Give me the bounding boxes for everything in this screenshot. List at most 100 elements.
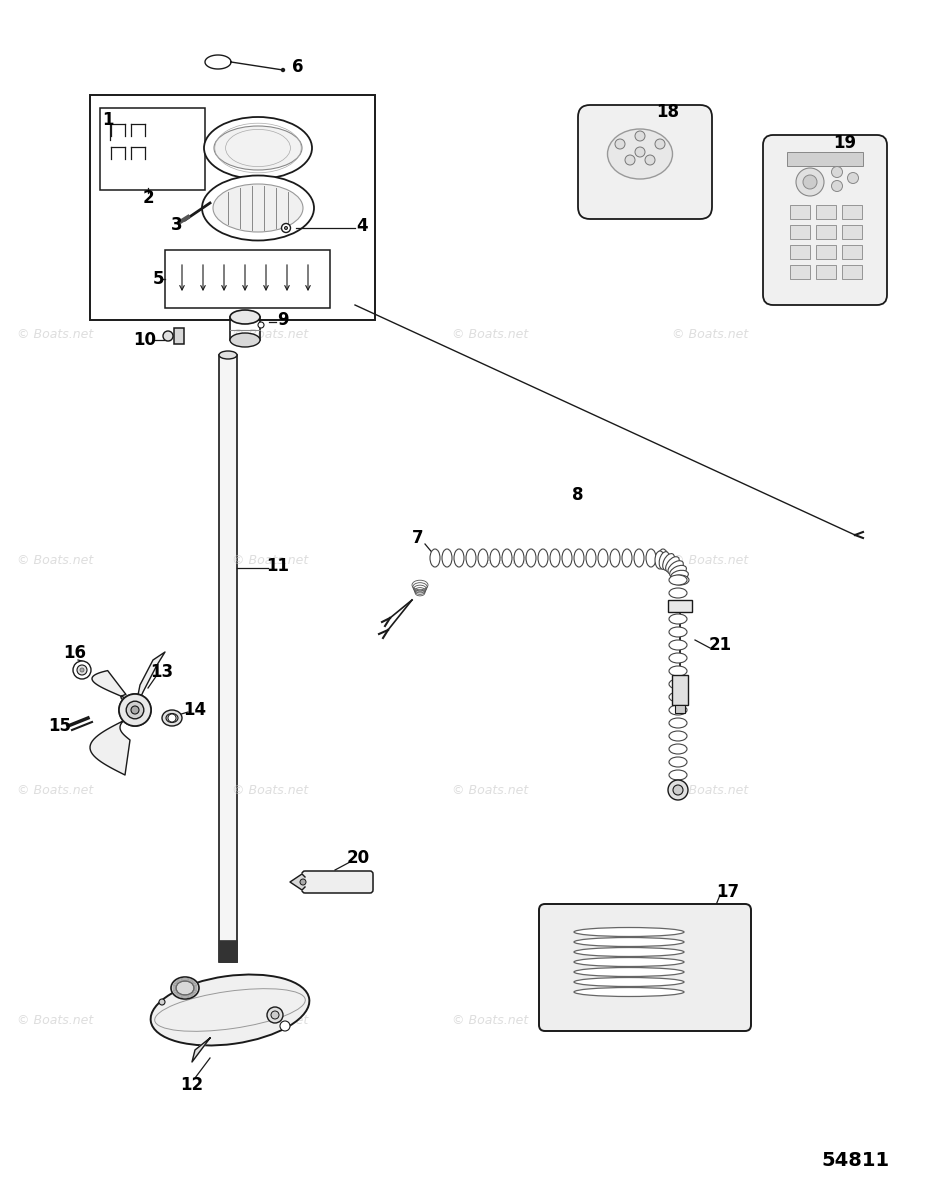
Bar (815, 265, 835, 279)
Text: © Boats.net: © Boats.net (451, 783, 528, 796)
Bar (815, 245, 835, 259)
Ellipse shape (573, 967, 683, 977)
Polygon shape (135, 652, 165, 710)
Text: 8: 8 (572, 485, 583, 504)
Text: 2: 2 (142, 189, 154, 207)
Circle shape (281, 69, 284, 71)
Circle shape (281, 223, 290, 233)
Ellipse shape (573, 958, 683, 966)
Ellipse shape (621, 550, 632, 567)
Ellipse shape (654, 551, 665, 569)
Ellipse shape (161, 710, 182, 726)
Circle shape (267, 1007, 282, 1023)
Circle shape (634, 131, 645, 141)
Bar (815, 205, 835, 218)
Bar (815, 226, 835, 239)
Ellipse shape (669, 565, 685, 577)
Bar (671, 675, 687, 705)
Text: © Boats.net: © Boats.net (17, 1014, 93, 1027)
Bar (789, 226, 809, 239)
Text: 54811: 54811 (821, 1150, 889, 1169)
Circle shape (168, 715, 176, 722)
Circle shape (76, 665, 87, 675)
Text: © Boats.net: © Boats.net (671, 553, 748, 566)
Ellipse shape (573, 550, 583, 567)
Circle shape (258, 322, 263, 328)
Ellipse shape (667, 560, 683, 575)
Circle shape (645, 155, 654, 165)
Ellipse shape (585, 550, 596, 567)
Text: © Boats.net: © Boats.net (17, 329, 93, 342)
Ellipse shape (176, 980, 194, 995)
FancyBboxPatch shape (538, 904, 750, 1032)
Ellipse shape (150, 975, 309, 1046)
Ellipse shape (668, 627, 686, 637)
Ellipse shape (430, 550, 440, 567)
Text: 3: 3 (171, 216, 182, 234)
Text: 6: 6 (292, 58, 303, 76)
FancyBboxPatch shape (762, 135, 886, 305)
Text: © Boats.net: © Boats.net (671, 1014, 748, 1027)
Text: © Boats.net: © Boats.net (671, 783, 748, 796)
Bar (219, 355, 237, 961)
Ellipse shape (668, 601, 686, 611)
Circle shape (802, 174, 817, 189)
Ellipse shape (668, 731, 686, 741)
Ellipse shape (665, 557, 679, 572)
Text: 15: 15 (48, 717, 72, 735)
Ellipse shape (219, 351, 237, 358)
Ellipse shape (668, 679, 686, 688)
Ellipse shape (668, 692, 686, 702)
Text: © Boats.net: © Boats.net (451, 553, 528, 566)
Ellipse shape (633, 550, 643, 567)
Ellipse shape (607, 129, 672, 179)
Circle shape (831, 180, 842, 191)
Ellipse shape (453, 550, 464, 567)
Ellipse shape (573, 947, 683, 957)
Text: 4: 4 (356, 217, 367, 235)
Text: 7: 7 (412, 529, 423, 547)
Ellipse shape (213, 126, 302, 170)
Bar (841, 265, 861, 279)
Polygon shape (90, 715, 130, 775)
Text: 21: 21 (708, 636, 731, 654)
Text: © Boats.net: © Boats.net (451, 1014, 528, 1027)
Ellipse shape (646, 550, 655, 567)
Polygon shape (192, 1037, 210, 1062)
Ellipse shape (670, 570, 687, 580)
Text: 12: 12 (180, 1075, 203, 1094)
Circle shape (654, 139, 665, 150)
Ellipse shape (668, 757, 686, 767)
Circle shape (299, 880, 306, 886)
FancyBboxPatch shape (302, 871, 373, 893)
Bar (789, 245, 809, 259)
Ellipse shape (526, 550, 535, 567)
Circle shape (667, 780, 687, 800)
Circle shape (831, 166, 842, 178)
Circle shape (279, 1021, 290, 1032)
Circle shape (126, 702, 143, 719)
Ellipse shape (573, 938, 683, 946)
Ellipse shape (229, 334, 260, 347)
Circle shape (131, 706, 139, 715)
Text: © Boats.net: © Boats.net (231, 329, 308, 342)
Circle shape (634, 147, 645, 157)
Circle shape (615, 139, 624, 150)
Ellipse shape (204, 118, 312, 179)
Bar (841, 245, 861, 259)
Text: © Boats.net: © Boats.net (451, 329, 528, 342)
Ellipse shape (490, 550, 499, 567)
Bar (90, 95, 375, 320)
Text: 1: 1 (102, 112, 113, 129)
Ellipse shape (657, 550, 667, 567)
Polygon shape (290, 874, 305, 890)
Ellipse shape (229, 310, 260, 324)
Bar (165, 250, 329, 307)
Text: 14: 14 (183, 702, 207, 719)
Ellipse shape (573, 927, 683, 937)
Text: 11: 11 (266, 557, 289, 575)
Ellipse shape (668, 666, 686, 677)
Ellipse shape (573, 988, 683, 997)
Circle shape (162, 331, 173, 341)
Text: 20: 20 (346, 849, 369, 867)
